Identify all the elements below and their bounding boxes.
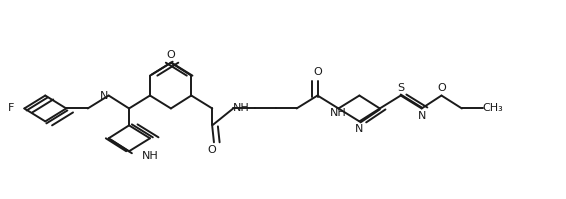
- Text: O: O: [437, 83, 446, 93]
- Text: O: O: [208, 145, 217, 155]
- Text: NH: NH: [233, 103, 250, 113]
- Text: NH: NH: [330, 108, 347, 118]
- Text: CH₃: CH₃: [483, 103, 504, 113]
- Text: S: S: [397, 83, 404, 93]
- Text: N: N: [418, 111, 426, 121]
- Text: N: N: [355, 124, 363, 134]
- Text: O: O: [313, 67, 322, 77]
- Text: F: F: [8, 103, 14, 113]
- Text: NH: NH: [142, 151, 158, 161]
- Text: N: N: [100, 91, 109, 100]
- Text: O: O: [166, 50, 175, 60]
